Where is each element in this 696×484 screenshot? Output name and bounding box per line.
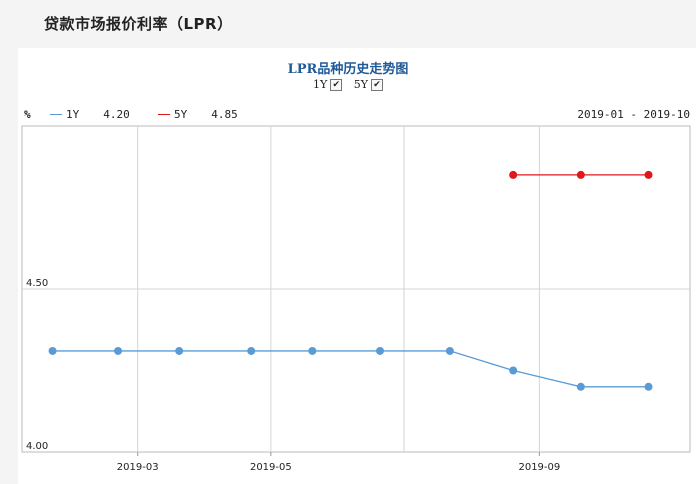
toggle-1y[interactable]: 1Y ✔	[312, 78, 343, 91]
chart-header-row: % 1Y 4.20 5Y 4.85 2019-01 - 2019-10	[0, 108, 696, 122]
series-line-1y	[52, 350, 649, 388]
checkbox-5y[interactable]: ✔	[371, 78, 384, 91]
checkbox-1y[interactable]: ✔	[330, 78, 343, 91]
toggle-5y-label: 5Y	[353, 78, 369, 91]
legend-item-1y[interactable]: 1Y 4.20	[50, 108, 130, 121]
data-point-1y	[509, 366, 518, 375]
x-tick-label: 2019-05	[250, 462, 292, 473]
y-tick-label: 4.00	[26, 441, 48, 452]
toggle-1y-label: 1Y	[312, 78, 328, 91]
data-point-1y	[644, 382, 653, 391]
chart-title: LPR品种历史走势图	[287, 62, 409, 77]
x-tick-label: 2019-03	[117, 462, 159, 473]
series-toggles: 1Y ✔ 5Y ✔	[0, 78, 696, 91]
date-range-label: 2019-01 - 2019-10	[577, 108, 690, 121]
y-tick-label: 4.50	[26, 278, 48, 289]
data-point-1y	[445, 346, 454, 355]
x-tick-label: 2019-09	[518, 462, 560, 473]
legend-name-5y: 5Y	[174, 108, 188, 121]
data-point-1y	[247, 346, 256, 355]
data-point-1y	[376, 346, 385, 355]
toggle-5y[interactable]: 5Y ✔	[353, 78, 384, 91]
legend-swatch-5y	[158, 114, 170, 115]
data-point-5y	[576, 170, 585, 179]
data-point-1y	[308, 346, 317, 355]
legend-value-5y: 4.85	[211, 108, 238, 121]
data-point-1y	[175, 346, 184, 355]
data-point-5y	[509, 170, 518, 179]
data-point-1y	[114, 346, 123, 355]
data-point-1y	[576, 382, 585, 391]
y-unit-label: %	[24, 108, 31, 121]
page-title: 贷款市场报价利率（LPR）	[44, 15, 233, 33]
legend-item-5y[interactable]: 5Y 4.85	[158, 108, 238, 121]
legend-swatch-1y	[50, 114, 62, 115]
legend-name-1y: 1Y	[66, 108, 80, 121]
legend-value-1y: 4.20	[103, 108, 130, 121]
data-point-1y	[48, 346, 57, 355]
data-point-5y	[644, 170, 653, 179]
